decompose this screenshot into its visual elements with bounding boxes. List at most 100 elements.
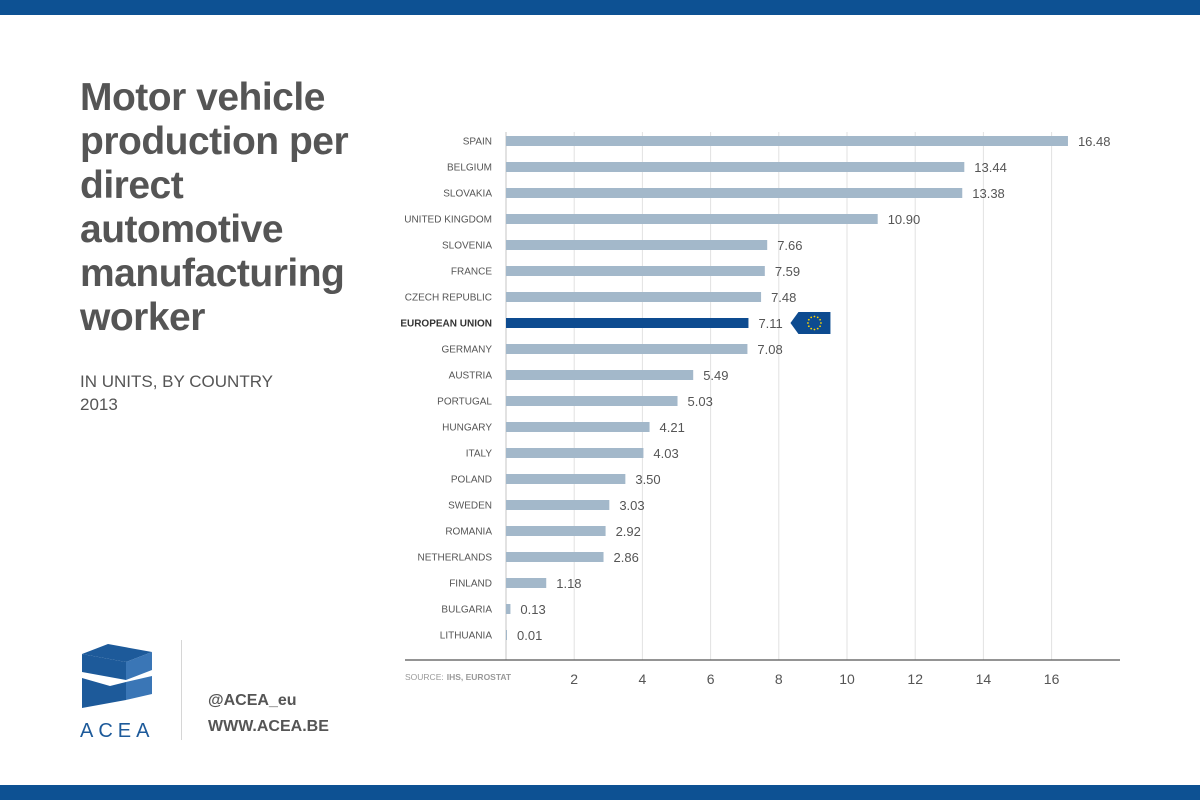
bar (506, 474, 626, 484)
subtitle-line-units: IN UNITS, BY COUNTRY (80, 372, 274, 391)
source-label: SOURCE: (405, 672, 444, 682)
website-link[interactable]: WWW.ACEA.BE (208, 718, 329, 735)
value-label: 7.11 (758, 316, 782, 331)
category-label: BULGARIA (441, 605, 492, 616)
value-label: 13.38 (972, 186, 1005, 201)
category-label: EUROPEAN UNION (400, 319, 492, 330)
category-label: POLAND (451, 475, 492, 486)
bar (506, 370, 694, 380)
category-label: SWEDEN (448, 501, 492, 512)
flag-star (820, 322, 822, 324)
flag-star (816, 316, 819, 319)
flag-star (819, 318, 821, 321)
flag-star (807, 322, 809, 324)
x-tick-label: 6 (707, 671, 715, 687)
flag-star (810, 327, 813, 330)
value-label: 7.08 (757, 342, 782, 357)
value-label: 0.01 (517, 628, 542, 643)
x-tick-labels: 2 4 6 8 10 12 14 16 (570, 671, 1059, 687)
logo-text: ACEA (80, 720, 155, 742)
value-label: 7.66 (777, 238, 802, 253)
bar (506, 188, 963, 198)
x-tick-label: 8 (775, 671, 783, 687)
category-label: SLOVAKIA (443, 189, 492, 200)
value-label: 3.50 (635, 472, 660, 487)
value-label: 7.59 (775, 264, 800, 279)
bar (506, 500, 610, 510)
category-label: PORTUGAL (437, 397, 492, 408)
value-label: 2.86 (614, 550, 639, 565)
acea-logo-icon (82, 644, 152, 708)
x-tick-label: 10 (839, 671, 855, 687)
category-label: SLOVENIA (442, 241, 492, 252)
category-label: NETHERLANDS (418, 553, 493, 564)
flag-star (816, 327, 819, 330)
bar (506, 162, 965, 172)
x-tick-label: 14 (976, 671, 992, 687)
category-label: CZECH REPUBLIC (405, 293, 492, 304)
bar (506, 214, 878, 224)
flag-star (810, 316, 813, 319)
bar (506, 240, 768, 250)
chart-title: Motor vehicle production per direct auto… (80, 76, 349, 339)
value-label: 13.44 (974, 160, 1007, 175)
bar (506, 526, 606, 536)
bar (506, 292, 762, 302)
bar (506, 578, 547, 588)
twitter-handle[interactable]: @ACEA_eu (208, 692, 297, 709)
bottom-brand-bar (0, 785, 1200, 800)
value-label: 4.21 (660, 420, 685, 435)
category-label: ITALY (466, 449, 493, 460)
flag-star (813, 315, 816, 318)
footer-divider (181, 640, 182, 740)
value-label: 1.18 (556, 576, 581, 591)
category-label: ROMANIA (445, 527, 492, 538)
x-tick-label: 12 (907, 671, 923, 687)
eu-flag-icon (790, 312, 831, 334)
category-label: FRANCE (451, 267, 492, 278)
bar (506, 344, 748, 354)
value-labels: 16.48 13.44 13.38 10.90 7.66 7.59 7.48 7.11 7.08… (517, 134, 1111, 643)
category-label: AUSTRIA (449, 371, 493, 382)
chart-subtitle: IN UNITS, BY COUNTRY 2013 (80, 370, 273, 416)
x-tick-label: 4 (639, 671, 647, 687)
value-label: 3.03 (619, 498, 644, 513)
top-brand-bar (0, 0, 1200, 15)
value-label: 7.48 (771, 290, 796, 305)
bar (506, 422, 650, 432)
bar (506, 604, 511, 614)
chart-bars (506, 136, 1068, 640)
flag-star (819, 325, 821, 328)
flag-star (807, 325, 810, 328)
category-label: LITHUANIA (440, 631, 493, 642)
flag-star (813, 328, 816, 331)
bar (506, 136, 1068, 146)
bar (506, 630, 507, 640)
value-label: 4.03 (653, 446, 678, 461)
value-label: 2.92 (616, 524, 641, 539)
source-note: SOURCE: IHS, EUROSTAT (405, 672, 512, 682)
category-label: HUNGARY (442, 423, 492, 434)
bar (506, 266, 765, 276)
category-label: BELGIUM (447, 163, 492, 174)
value-label: 16.48 (1078, 134, 1111, 149)
bar (506, 448, 644, 458)
flag-star (807, 318, 810, 321)
bar (506, 396, 678, 406)
x-tick-label: 2 (570, 671, 578, 687)
category-label: SPAIN (463, 137, 492, 148)
value-label: 5.03 (688, 394, 713, 409)
source-text: IHS, EUROSTAT (447, 672, 512, 682)
category-labels: SPAIN BELGIUM SLOVAKIA UNITED KINGDOM SLOVEN… (400, 137, 492, 642)
x-tick-label: 16 (1044, 671, 1060, 687)
value-label: 0.13 (520, 602, 545, 617)
category-label: UNITED KINGDOM (404, 215, 492, 226)
bar (506, 318, 749, 328)
flag-background (790, 312, 831, 334)
category-label: FINLAND (449, 579, 492, 590)
value-label: 10.90 (888, 212, 921, 227)
value-label: 5.49 (703, 368, 728, 383)
subtitle-line-year: 2013 (80, 395, 118, 414)
bar (506, 552, 604, 562)
